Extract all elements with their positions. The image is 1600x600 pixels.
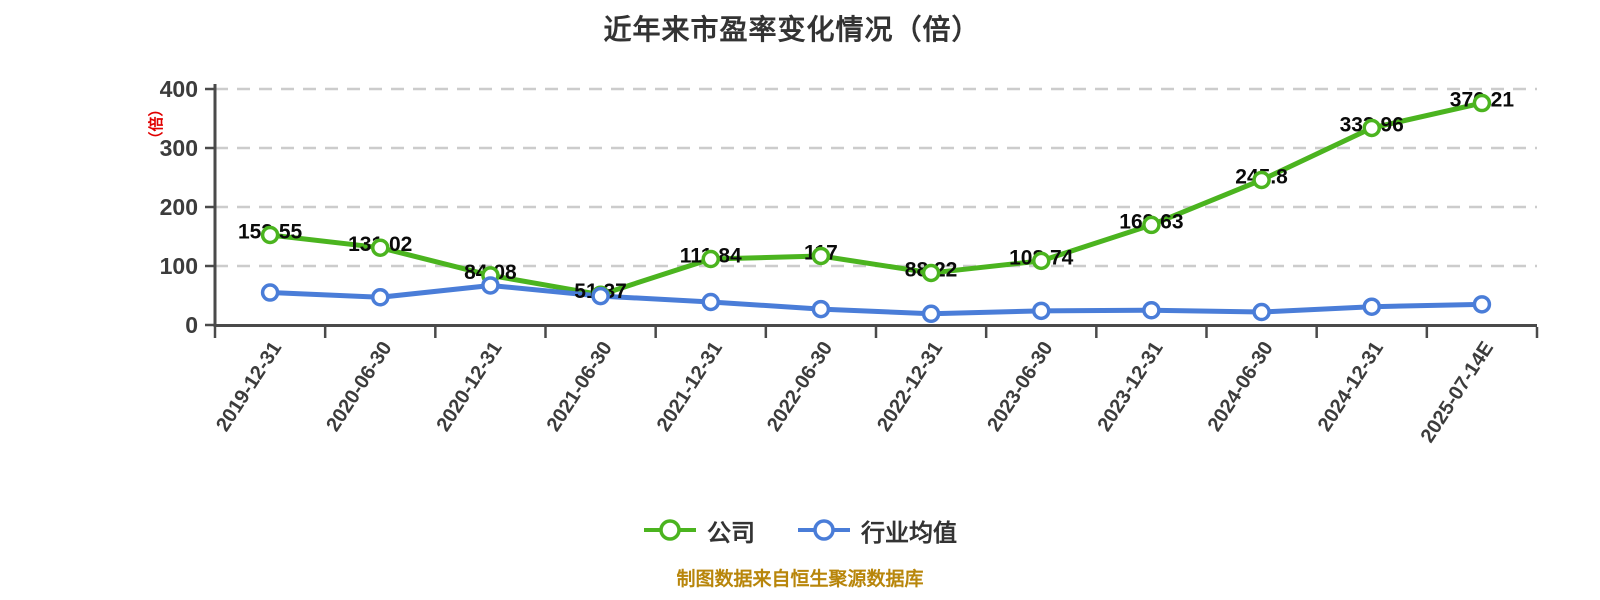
x-axis-label: 2020-06-30 — [322, 338, 396, 436]
legend-marker-industry-icon — [798, 519, 850, 541]
data-point-company[interactable] — [921, 263, 941, 283]
legend-label: 行业均值 — [861, 519, 957, 547]
data-point-company[interactable] — [1472, 93, 1492, 113]
series-line-industry — [267, 282, 1485, 317]
x-axis-label: 2020-12-31 — [432, 338, 506, 436]
data-point-company[interactable] — [1362, 118, 1381, 138]
data-point-industry[interactable] — [811, 299, 831, 319]
data-point-company[interactable] — [1252, 170, 1271, 190]
data-point-company[interactable] — [1032, 251, 1051, 271]
data-point-industry[interactable] — [591, 286, 610, 306]
data-point-company[interactable] — [1142, 215, 1161, 235]
x-axis-label: 2022-06-30 — [763, 338, 837, 436]
x-axis-label: 2023-12-31 — [1093, 338, 1167, 436]
data-source-note: 制图数据来自恒生聚源数据库 — [676, 569, 924, 590]
data-point-company[interactable] — [371, 238, 390, 257]
y-axis-tick-label: 300 — [160, 135, 198, 161]
x-axis-label: 2021-12-31 — [653, 338, 727, 436]
legend-marker-company-icon — [644, 519, 696, 541]
data-point-industry[interactable] — [1472, 295, 1492, 314]
y-axis-tick-label: 0 — [185, 312, 198, 338]
x-axis-label: 2021-06-30 — [543, 338, 617, 436]
data-point-industry[interactable] — [371, 288, 390, 307]
data-point-industry[interactable] — [921, 304, 941, 324]
data-point-industry[interactable] — [701, 292, 720, 312]
chart-title: 近年来市盈率变化情况（倍） — [603, 14, 981, 45]
legend: 公司 行业均值 — [0, 508, 1600, 552]
data-point-company[interactable] — [811, 246, 831, 266]
data-point-industry[interactable] — [1362, 297, 1381, 316]
data-point-company[interactable] — [260, 225, 280, 245]
x-axis-label: 2023-06-30 — [983, 338, 1057, 436]
y-axis-tick-label: 100 — [160, 253, 198, 279]
x-axis-label: 2024-06-30 — [1204, 338, 1278, 436]
data-point-industry[interactable] — [1142, 301, 1161, 320]
x-axis-label: 2025-07-14E — [1417, 338, 1498, 447]
legend-item-industry[interactable]: 行业均值 — [797, 513, 957, 548]
data-point-company[interactable] — [701, 249, 720, 269]
data-point-industry[interactable] — [481, 276, 500, 295]
y-axis-tick-label: 200 — [160, 194, 198, 220]
x-axis-label: 2019-12-31 — [212, 338, 286, 436]
legend-item-company[interactable]: 公司 — [643, 513, 755, 548]
data-point-industry[interactable] — [1032, 301, 1051, 321]
y-axis-tick-label: 400 — [160, 76, 198, 102]
data-point-industry[interactable] — [260, 283, 280, 302]
data-point-industry[interactable] — [1252, 302, 1271, 322]
x-axis-label: 2024-12-31 — [1314, 338, 1388, 436]
x-axis-label: 2022-12-31 — [873, 338, 947, 436]
series-line-company — [267, 100, 1485, 298]
legend-label: 公司 — [707, 519, 755, 547]
